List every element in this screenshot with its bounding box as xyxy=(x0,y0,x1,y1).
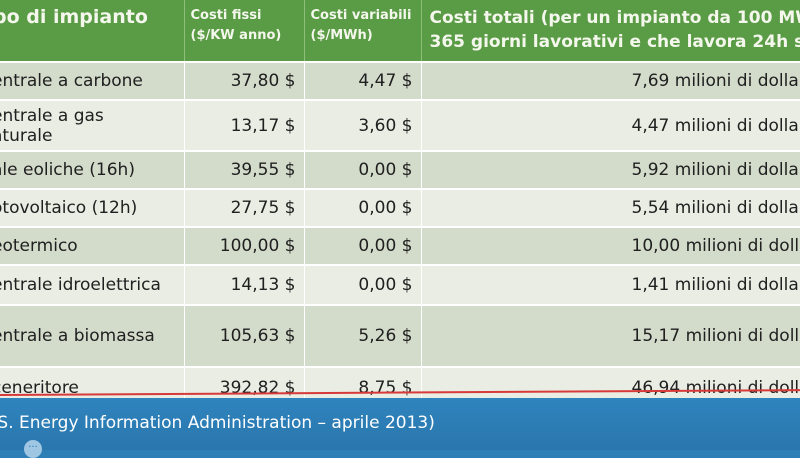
table-row: eotermico 100,00 $ 0,00 $ 10,00 milioni … xyxy=(0,226,800,265)
plant-name: otovoltaico (12h) xyxy=(0,188,185,227)
variable-cost: 0,00 $ xyxy=(304,264,422,305)
total-cost: 46,94 milioni di dollari xyxy=(421,366,800,402)
table-row: entrale a gasaturale 13,17 $ 3,60 $ 4,47… xyxy=(0,99,800,151)
fixed-cost: 13,17 $ xyxy=(184,99,305,151)
table-row: entrale idroelettrica 14,13 $ 0,00 $ 1,4… xyxy=(0,264,800,305)
total-cost: 1,41 milioni di dollari xyxy=(421,264,800,305)
plant-name: entrale idroelettrica xyxy=(0,264,185,305)
fixed-cost: 37,80 $ xyxy=(184,61,305,100)
fixed-cost: 39,55 $ xyxy=(184,150,305,189)
variable-cost: 8,75 $ xyxy=(304,366,422,402)
fixed-cost: 105,63 $ xyxy=(184,304,305,367)
table-row: ale eoliche (16h) 39,55 $ 0,00 $ 5,92 mi… xyxy=(0,150,800,189)
header-row: po di impianto Costi fissi ($/KW anno) Co… xyxy=(0,0,800,62)
total-cost: 4,47 milioni di dollari xyxy=(421,99,800,151)
variable-cost: 3,60 $ xyxy=(304,99,422,151)
footer-bar xyxy=(0,398,800,450)
variable-cost: 5,26 $ xyxy=(304,304,422,367)
plant-name: eotermico xyxy=(0,226,185,265)
source-caption: .S. Energy Information Administration – … xyxy=(0,413,435,433)
total-cost: 5,54 milioni di dollari xyxy=(421,188,800,227)
total-cost: 5,92 milioni di dollari xyxy=(421,150,800,189)
plant-name: ale eoliche (16h) xyxy=(0,150,185,189)
total-cost: 15,17 milioni di dollari xyxy=(421,304,800,367)
header-plant-type: po di impianto xyxy=(0,0,185,62)
variable-cost: 4,47 $ xyxy=(304,61,422,100)
plant-name: ceneritore xyxy=(0,366,185,402)
total-cost: 10,00 milioni di dollari xyxy=(421,226,800,265)
table-row: ceneritore 392,82 $ 8,75 $ 46,94 milioni… xyxy=(0,366,800,402)
cost-table: po di impianto Costi fissi ($/KW anno) Co… xyxy=(0,0,800,402)
variable-cost: 0,00 $ xyxy=(304,150,422,189)
total-cost: 7,69 milioni di dollari xyxy=(421,61,800,100)
header-total-costs: Costi totali (per un impianto da 100 MW … xyxy=(421,0,800,62)
table-row: entrale a carbone 37,80 $ 4,47 $ 7,69 mi… xyxy=(0,61,800,100)
table-row: entrale a biomassa 105,63 $ 5,26 $ 15,17… xyxy=(0,304,800,367)
fixed-cost: 392,82 $ xyxy=(184,366,305,402)
fixed-cost: 100,00 $ xyxy=(184,226,305,265)
table-row: otovoltaico (12h) 27,75 $ 0,00 $ 5,54 mi… xyxy=(0,188,800,227)
header-fixed-costs: Costi fissi ($/KW anno) xyxy=(184,0,305,62)
fixed-cost: 14,13 $ xyxy=(184,264,305,305)
fixed-cost: 27,75 $ xyxy=(184,188,305,227)
plant-name: entrale a gasaturale xyxy=(0,99,185,151)
variable-cost: 0,00 $ xyxy=(304,226,422,265)
plant-name: entrale a carbone xyxy=(0,61,185,100)
plant-name: entrale a biomassa xyxy=(0,304,185,367)
variable-cost: 0,00 $ xyxy=(304,188,422,227)
header-variable-costs: Costi variabili ($/MWh) xyxy=(304,0,422,62)
more-options-button[interactable]: ... xyxy=(24,440,42,458)
